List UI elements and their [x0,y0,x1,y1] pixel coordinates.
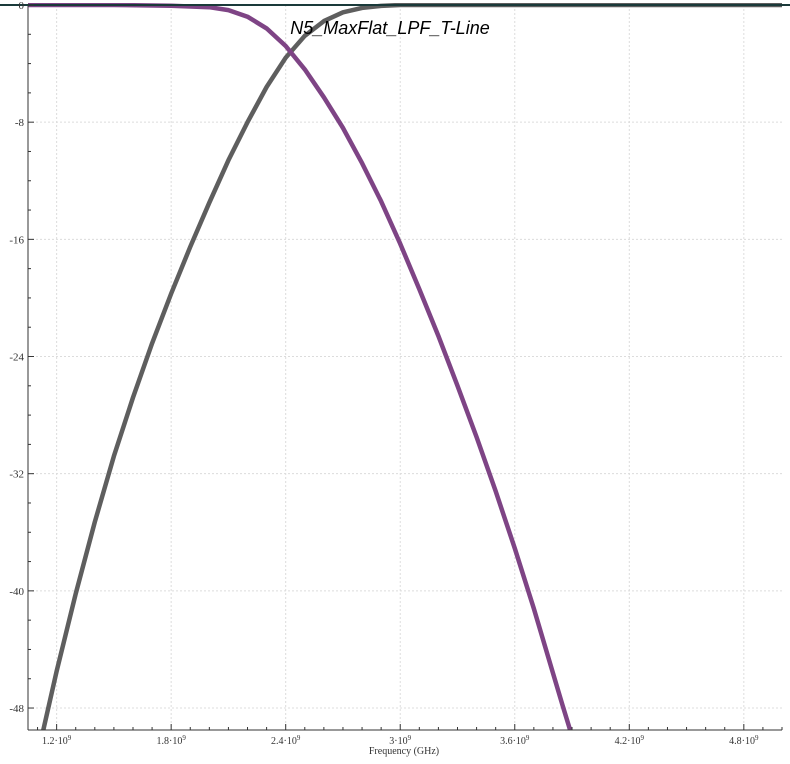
x-axis-label: Frequency (GHz) [369,746,439,757]
x-tick-label-0: 1.2·109 [42,734,72,747]
y-tick-label-5: -40 [9,586,24,598]
x-tick-label-5: 4.2·109 [615,734,645,747]
y-tick-label-0: 0 [19,0,25,12]
y-tick-label-6: -48 [9,703,24,715]
y-tick-label-1: -8 [15,117,25,129]
x-tick-label-1: 1.8·109 [156,734,186,747]
y-tick-label-2: -16 [9,234,24,246]
axes-layer: 0 -8 -16 -24 -32 -40 -48 1.2·109 1.8·109 2.4·109 3… [0,0,790,747]
x-tick-label-3: 3·109 [389,734,411,747]
x-tick-label-2: 2.4·109 [271,734,301,747]
y-tick-label-4: -32 [9,469,24,481]
series-line-1 [28,3,573,730]
y-tick-label-3: -24 [9,352,24,364]
x-tick-label-6: 4.8·109 [729,734,759,747]
x-tick-label-4: 3.6·109 [500,734,530,747]
chart-title: N5_MaxFlat_LPF_T-Line [290,18,489,38]
